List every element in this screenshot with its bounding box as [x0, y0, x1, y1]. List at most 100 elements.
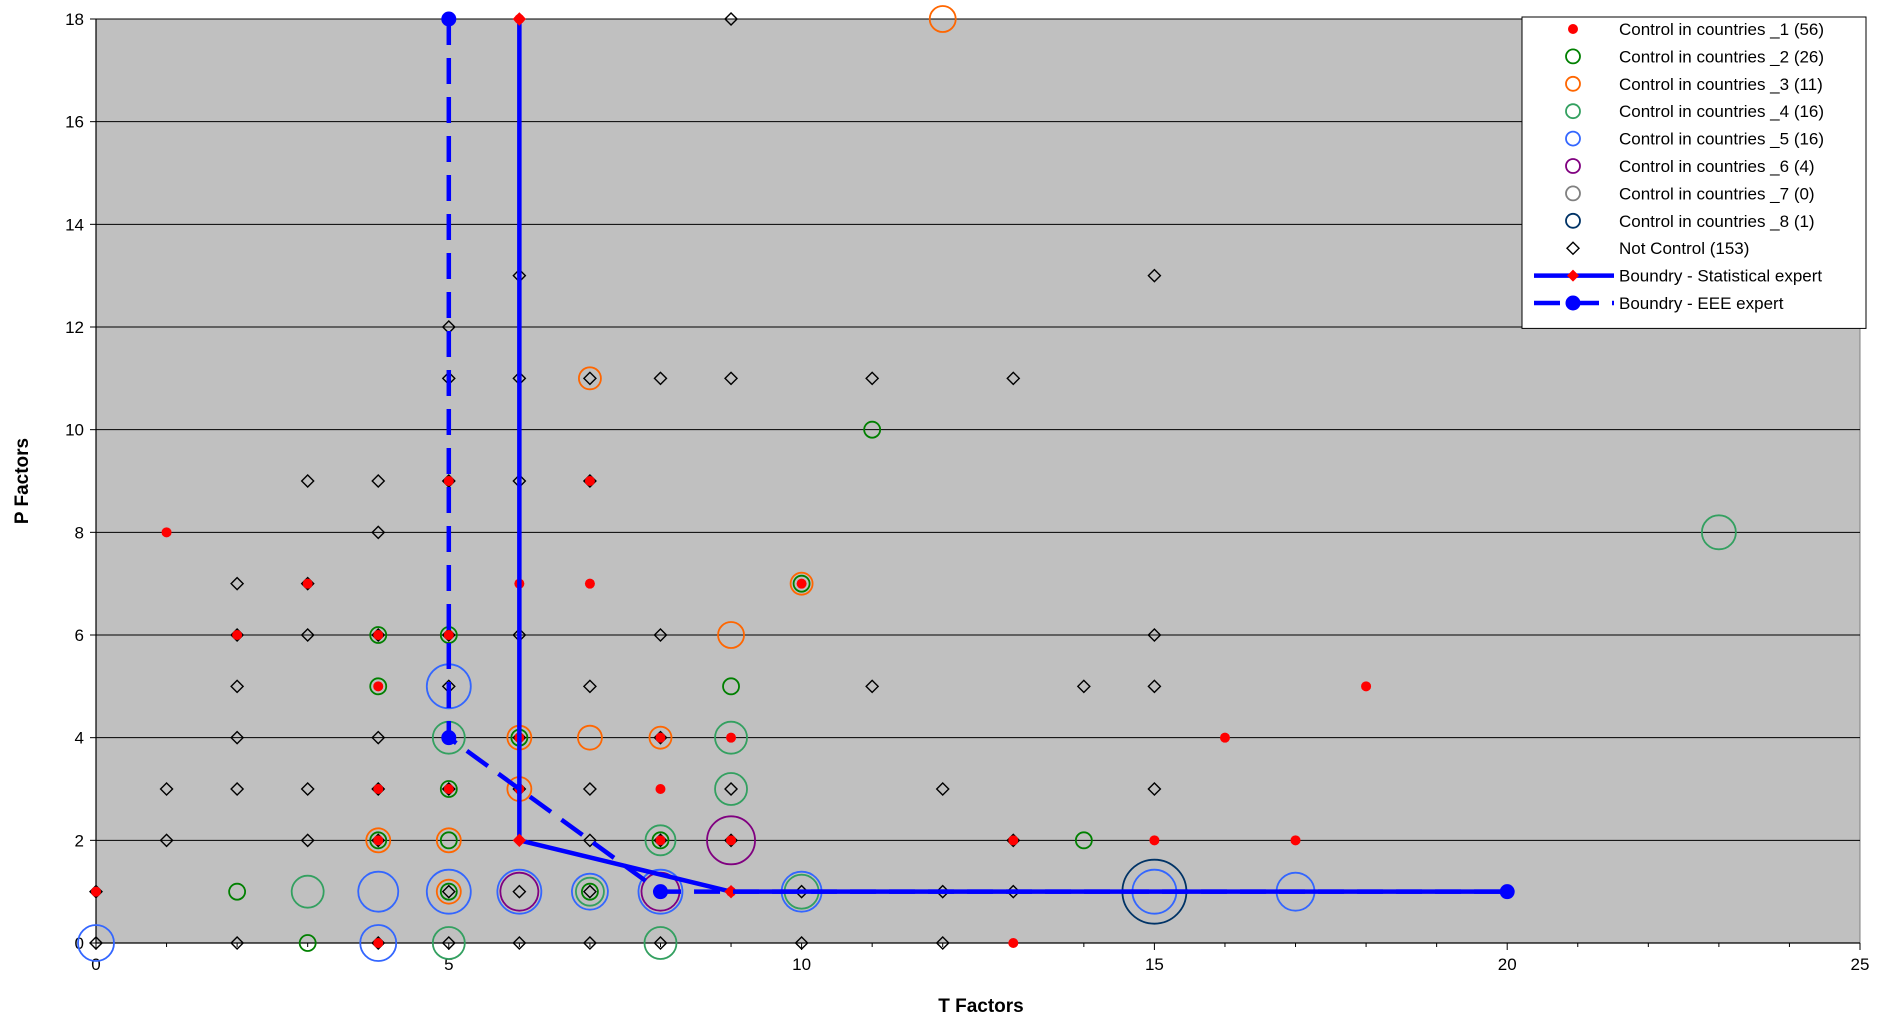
data-point-control-3 — [648, 725, 673, 750]
data-point-not-control — [441, 936, 456, 950]
legend-label: Boundry - EEE expert — [1619, 294, 1784, 313]
data-point-control-1 — [161, 527, 172, 538]
data-point-control-3 — [435, 878, 462, 905]
data-point-not-control — [653, 371, 668, 386]
data-point-not-control — [865, 679, 880, 694]
y-tick-label: 14 — [65, 215, 84, 234]
legend-label: Control in countries _6 (4) — [1619, 157, 1815, 176]
data-point-not-control — [582, 833, 597, 848]
x-tick-label: 0 — [91, 955, 100, 974]
legend: Control in countries _1 (56) Control in c… — [1521, 16, 1867, 329]
legend-marker-circle — [1565, 130, 1581, 147]
data-point-not-control — [300, 782, 315, 796]
data-point-control-2 — [439, 882, 458, 901]
data-point-control-1 — [796, 578, 807, 589]
legend-label: Control in countries _1 (56) — [1619, 20, 1824, 39]
legend-label: Control in countries _2 (26) — [1619, 47, 1824, 66]
data-point-not-control — [230, 576, 245, 591]
legend-marker-circle — [1565, 103, 1581, 120]
data-point-control-1 — [1008, 835, 1019, 846]
x-tick-label: 25 — [1851, 955, 1870, 974]
data-point-control-2 — [1074, 831, 1093, 850]
data-point-control-6 — [706, 815, 756, 866]
y-tick-label: 10 — [65, 421, 84, 440]
legend-marker-circle — [1565, 212, 1581, 229]
data-point-not-control — [300, 833, 315, 848]
data-point-control-4 — [431, 926, 466, 960]
data-point-not-control — [935, 936, 950, 950]
data-point-control-1 — [655, 732, 666, 743]
y-tick-label: 4 — [75, 729, 84, 748]
data-point-not-control — [724, 12, 739, 26]
boundary-eee-vertex — [652, 884, 668, 900]
y-tick-label: 16 — [65, 113, 84, 132]
data-point-not-control — [724, 782, 739, 796]
data-point-control-1 — [373, 630, 384, 640]
data-point-control-1 — [443, 630, 454, 640]
data-point-control-1 — [232, 630, 243, 640]
data-point-not-control — [159, 782, 174, 796]
legend-marker-circle — [1565, 158, 1581, 174]
y-tick-label: 8 — [75, 523, 84, 542]
data-point-not-control — [371, 730, 386, 745]
data-point-not-control — [582, 782, 597, 796]
data-point-not-control — [582, 371, 597, 386]
data-point-not-control — [582, 936, 597, 950]
data-point-control-3 — [578, 366, 602, 391]
data-point-control-1 — [584, 578, 595, 589]
x-tick-label: 5 — [444, 955, 453, 974]
data-point-control-1 — [1008, 938, 1019, 948]
data-point-control-3 — [789, 571, 814, 596]
data-point-not-control — [230, 679, 245, 694]
data-point-not-control — [512, 936, 527, 950]
data-point-not-control — [300, 628, 315, 642]
boundary-statistical-vertex — [512, 12, 527, 26]
data-point-control-3 — [365, 827, 392, 854]
data-point-control-1 — [1149, 835, 1160, 846]
x-tick-label: 20 — [1498, 955, 1517, 974]
data-point-not-control — [230, 730, 245, 745]
y-tick-label: 0 — [75, 934, 84, 953]
data-point-control-1 — [1361, 681, 1372, 692]
data-point-control-2 — [228, 882, 247, 901]
data-point-not-control — [159, 833, 174, 848]
data-point-control-1 — [302, 578, 313, 589]
data-point-not-control — [582, 884, 597, 899]
data-point-control-5 — [425, 868, 472, 915]
data-point-control-1 — [1219, 732, 1230, 743]
legend-label: Boundry - Statistical expert — [1619, 267, 1822, 286]
tick-labels: 0 5 10 15 20 25 0 2 4 6 8 10 12 14 16 18 — [65, 10, 1869, 974]
data-point-control-1 — [655, 835, 666, 846]
boundary-eee-vertex — [441, 730, 457, 746]
boundary-lines — [441, 11, 1515, 900]
boundary-eee-expert-line — [446, 19, 1508, 894]
data-point-control-4 — [643, 926, 678, 960]
data-point-control-5 — [571, 872, 609, 911]
legend-label: Control in countries _5 (16) — [1619, 130, 1824, 149]
data-point-control-2 — [369, 626, 388, 644]
data-point-not-control — [89, 936, 103, 950]
data-point-not-control — [935, 782, 950, 796]
y-tick-label: 12 — [65, 318, 84, 337]
data-point-not-control — [1006, 371, 1021, 386]
data-point-control-4 — [575, 876, 605, 907]
data-point-control-1 — [726, 835, 737, 846]
data-point-control-3 — [577, 724, 603, 751]
data-point-control-2 — [863, 420, 882, 439]
data-point-control-5 — [359, 924, 398, 962]
data-point-not-control — [1147, 268, 1162, 283]
data-point-control-2 — [439, 831, 458, 850]
legend-label: Control in countries _8 (1) — [1619, 212, 1815, 231]
x-axis-title: T Factors — [938, 996, 1024, 1017]
data-point-control-2 — [581, 882, 599, 901]
legend-marker-circle — [1565, 185, 1581, 202]
data-point-not-control — [1147, 782, 1162, 796]
data-point-not-control — [582, 679, 597, 694]
data-point-control-1 — [373, 835, 384, 846]
data-point-not-control — [230, 936, 245, 950]
legend-marker-circle — [1565, 48, 1581, 65]
y-axis-title: P Factors — [12, 438, 33, 524]
data-point-control-2 — [298, 934, 317, 952]
data-marks — [77, 5, 1737, 962]
data-point-not-control — [794, 936, 809, 950]
